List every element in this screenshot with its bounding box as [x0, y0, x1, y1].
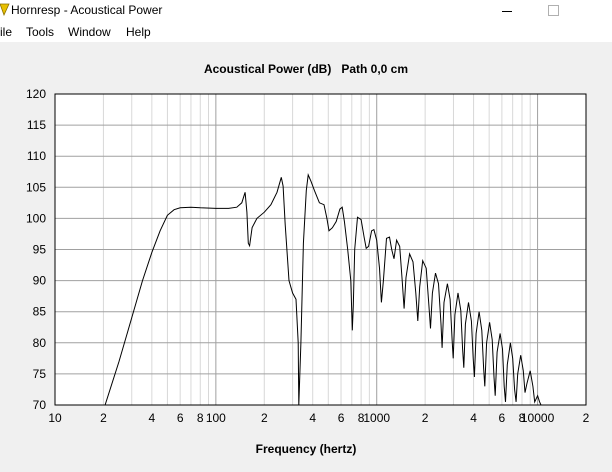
y-tick-label: 80: [33, 336, 47, 350]
x-tick-label: 100: [206, 411, 226, 425]
x-tick-label: 8: [519, 411, 526, 425]
x-tick-label: 2: [422, 411, 429, 425]
maximize-button[interactable]: [530, 0, 576, 22]
title-bar: Hornresp - Acoustical Power: [0, 0, 612, 22]
x-tick-label: 8: [197, 411, 204, 425]
menu-tools[interactable]: Tools: [26, 25, 55, 39]
y-tick-label: 70: [33, 398, 47, 412]
x-tick-label: 8: [358, 411, 365, 425]
x-tick-label: 6: [499, 411, 506, 425]
x-tick-label: 2: [583, 411, 590, 425]
x-tick-label: 4: [309, 411, 316, 425]
menu-window[interactable]: Window: [68, 25, 111, 39]
window-title: Hornresp - Acoustical Power: [11, 3, 163, 17]
y-tick-label: 90: [33, 274, 47, 288]
y-tick-label: 120: [26, 87, 46, 101]
plot-border: [54, 93, 587, 406]
x-tick-label: 10: [48, 411, 62, 425]
x-tick-label: 4: [149, 411, 156, 425]
y-tick-label: 100: [26, 211, 46, 225]
y-tick-label: 95: [33, 243, 47, 257]
y-tick-label: 105: [26, 180, 46, 194]
x-axis-label: Frequency (hertz): [255, 442, 357, 456]
x-tick-label: 1000: [363, 411, 390, 425]
x-tick-label: 2: [261, 411, 268, 425]
series-line: [104, 173, 542, 405]
y-tick-label: 110: [27, 149, 46, 163]
y-tick-label: 85: [33, 305, 47, 319]
x-tick-label: 10000: [521, 411, 555, 425]
menu-help[interactable]: Help: [126, 25, 151, 39]
menu-bar: ile Tools Window Help: [0, 22, 612, 42]
minimize-button[interactable]: [484, 0, 530, 22]
x-tick-label: 2: [100, 411, 107, 425]
menu-file[interactable]: ile: [0, 25, 13, 39]
x-tick-label: 6: [338, 411, 345, 425]
x-tick-label: 6: [177, 411, 184, 425]
app-icon: [0, 3, 10, 16]
y-tick-label: 75: [33, 367, 47, 381]
chart-panel: Acoustical Power (dB) Path 0,0 cm 70 75 80…: [0, 42, 612, 472]
chart-title: Acoustical Power (dB) Path 0,0 cm: [203, 62, 409, 76]
y-tick-label: 115: [27, 118, 46, 132]
x-tick-label: 4: [470, 411, 477, 425]
